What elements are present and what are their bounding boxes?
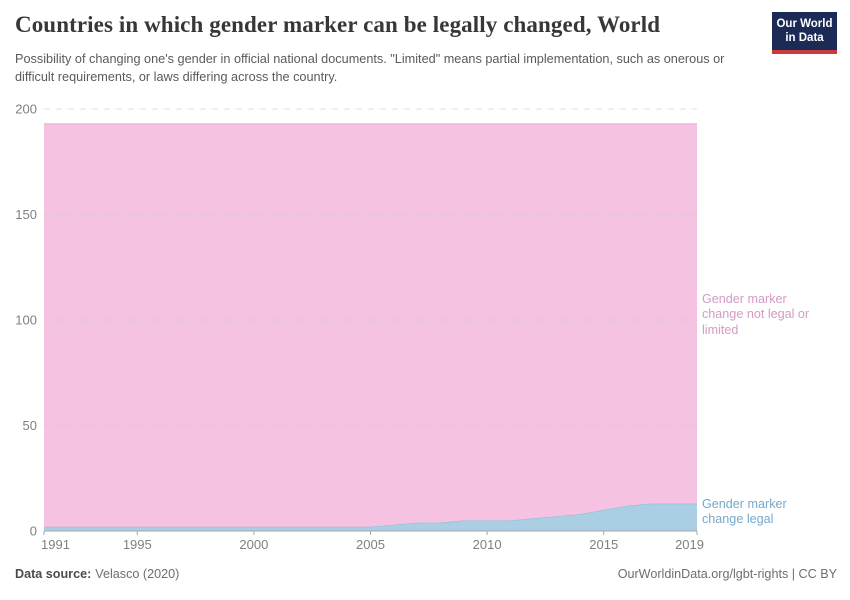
y-axis-label-0: 0 bbox=[30, 524, 37, 539]
chart-footer: Data source: Velasco (2020) OurWorldinDat… bbox=[15, 567, 837, 581]
page-title: Countries in which gender marker can be … bbox=[15, 12, 661, 37]
series-label-legal: Gender marker change legal bbox=[702, 497, 832, 528]
x-axis-label-2019: 2019 bbox=[675, 537, 704, 552]
owid-logo-line2: in Data bbox=[785, 32, 824, 45]
x-axis-label-1991: 1991 bbox=[41, 537, 70, 552]
series-label-not-legal-line3: limited bbox=[702, 322, 739, 337]
chart-subtitle: Possibility of changing one's gender in … bbox=[15, 52, 725, 85]
owid-logo[interactable]: Our World in Data bbox=[772, 12, 837, 54]
data-source-label: Data source: bbox=[15, 567, 92, 581]
x-axis-label-2015: 2015 bbox=[589, 537, 618, 552]
series-label-legal-line2: change legal bbox=[702, 512, 774, 527]
owid-logo-line1: Our World bbox=[776, 18, 833, 30]
area-legal[interactable] bbox=[44, 503, 697, 531]
x-axis-label-1995: 1995 bbox=[123, 537, 152, 552]
series-label-not-legal-line2: change not legal or bbox=[702, 307, 810, 322]
area-not-legal[interactable] bbox=[44, 123, 697, 527]
owid-url-link[interactable]: OurWorldinData.org/lgbt-rights | CC BY bbox=[617, 567, 837, 581]
x-axis-label-2005: 2005 bbox=[356, 537, 385, 552]
series-label-not-legal-line1: Gender marker bbox=[702, 292, 787, 306]
series-label-legal-line1: Gender marker bbox=[702, 497, 787, 511]
data-source-value: Velasco (2020) bbox=[95, 567, 180, 581]
x-axis-label-2010: 2010 bbox=[473, 537, 502, 552]
series-label-not-legal: Gender marker change not legal or limite… bbox=[702, 292, 832, 338]
x-axis-label-2000: 2000 bbox=[239, 537, 268, 552]
y-axis-label-100: 100 bbox=[15, 313, 37, 328]
y-axis-label-50: 50 bbox=[23, 418, 37, 433]
y-axis-label-150: 150 bbox=[15, 207, 37, 222]
y-axis-label-200: 200 bbox=[15, 102, 37, 117]
data-source: Data source: Velasco (2020) bbox=[15, 567, 179, 581]
